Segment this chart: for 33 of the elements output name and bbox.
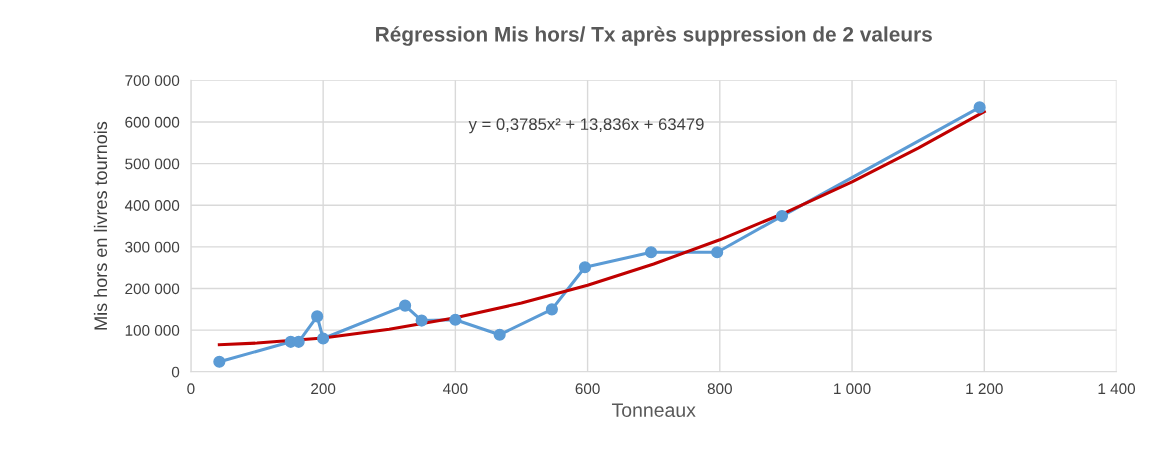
y-tick-label: 400 000 <box>124 200 180 211</box>
y-tick-label: 600 000 <box>125 116 180 128</box>
point <box>775 209 789 223</box>
x-tick-label: 1 000 <box>834 383 871 395</box>
point <box>415 314 428 327</box>
x-tick-label: 600 <box>575 383 600 395</box>
point <box>213 355 226 368</box>
y-tick-label: 0 <box>171 366 180 378</box>
x-tick-label: 800 <box>707 383 732 395</box>
point <box>311 310 324 323</box>
point <box>973 101 986 114</box>
y-tick-label: 200 000 <box>125 283 180 295</box>
x-tick-label: 400 <box>442 383 468 395</box>
x-axis-title: Tonneaux <box>611 403 696 417</box>
y-tick-label: 500 000 <box>125 158 180 170</box>
x-tick-label: 200 <box>311 383 336 395</box>
point <box>545 303 558 316</box>
point <box>578 261 592 274</box>
annotation: y = 0,3785x² + 13,836x + 63479 <box>468 118 704 134</box>
point <box>399 299 412 312</box>
point <box>493 328 506 341</box>
point <box>711 246 724 259</box>
x-tick-label: 1 400 <box>1098 383 1136 395</box>
point <box>449 313 462 326</box>
chart-title: Régression Mis hors/ Tx après suppression de 2 valeurs <box>376 26 932 46</box>
y-tick-label: 700 000 <box>125 75 180 87</box>
point <box>644 246 658 259</box>
y-tick-label: 300 000 <box>125 241 180 253</box>
x-tick-label: 0 <box>187 383 195 395</box>
x-tick-label: 1 200 <box>966 383 1003 395</box>
y-axis-title: Mis hors en livres tournois <box>93 121 108 330</box>
point <box>317 332 330 345</box>
y-tick-label: 100 000 <box>125 325 180 336</box>
